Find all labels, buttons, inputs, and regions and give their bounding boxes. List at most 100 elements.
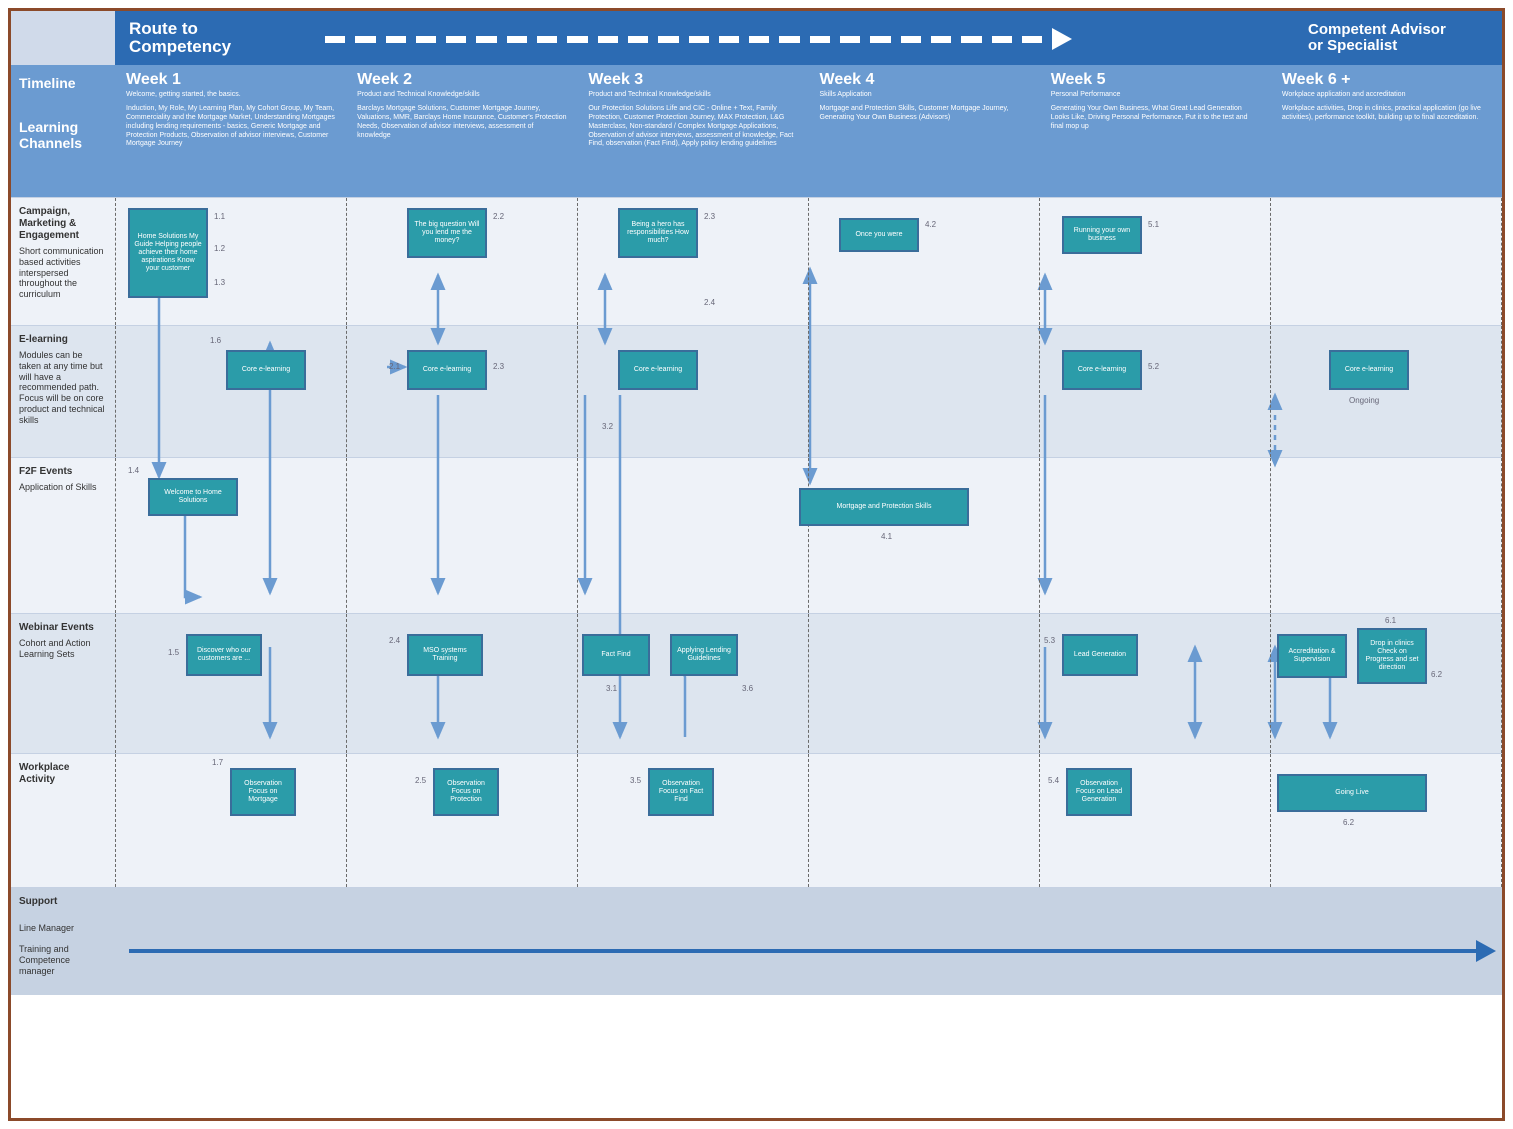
cell-w4-f2f: Mortgage and Protection Skills 4.1 bbox=[808, 458, 1039, 613]
n23: 2.3 bbox=[493, 362, 504, 371]
cell-w3-f2f bbox=[577, 458, 808, 613]
header-line1: Route to bbox=[129, 19, 198, 38]
cell-w1-wp: Observation Focus on Mortgage 1.7 bbox=[115, 754, 346, 887]
week-5-desc: Generating Your Own Business, What Great… bbox=[1051, 105, 1261, 131]
week-2-desc: Barclays Mortgage Solutions, Customer Mo… bbox=[357, 105, 567, 140]
cell-w3-web: Fact Find Applying Lending Guidelines 3.… bbox=[577, 614, 808, 753]
box-w1-wp: Observation Focus on Mortgage bbox=[230, 768, 296, 816]
box-w4-campaign: Once you were bbox=[839, 218, 919, 252]
lane-support-label: Support Line Manager Training and Compet… bbox=[11, 888, 115, 995]
week-6-desc: Workplace activities, Drop in clinics, p… bbox=[1282, 105, 1492, 123]
week-4-desc: Mortgage and Protection Skills, Customer… bbox=[820, 105, 1030, 123]
n13: 1.3 bbox=[214, 278, 225, 287]
box-w1-f2f: Welcome to Home Solutions bbox=[148, 478, 238, 516]
cell-w5-f2f bbox=[1039, 458, 1270, 613]
learning-roadmap-diagram: Route to Competency Competent Advisor or… bbox=[8, 8, 1505, 1121]
n17: 1.7 bbox=[212, 758, 223, 767]
week-6: Week 6 + Workplace application and accre… bbox=[1271, 65, 1502, 197]
lbl-timeline: Timeline bbox=[19, 75, 107, 91]
week-1-title: Week 1 bbox=[126, 71, 336, 89]
box-w5-elearn: Core e-learning bbox=[1062, 350, 1142, 390]
n22: 2.2 bbox=[493, 212, 504, 221]
week-1: Week 1 Welcome, getting started, the bas… bbox=[115, 65, 346, 197]
cell-w1-f2f: Welcome to Home Solutions 1.4 bbox=[115, 458, 346, 613]
cell-w1-campaign: Home Solutions My Guide Helping people a… bbox=[115, 198, 346, 325]
box-w2-elearn: Core e-learning bbox=[407, 350, 487, 390]
goal-line1: Competent Advisor bbox=[1308, 21, 1446, 38]
header-spacer bbox=[11, 11, 115, 65]
n41: 4.1 bbox=[881, 532, 892, 541]
header-line2: Competency bbox=[129, 37, 231, 56]
cell-w5-elearn: Core e-learning 5.2 bbox=[1039, 326, 1270, 457]
timeline-row: Timeline Learning Channels Week 1 Welcom… bbox=[11, 65, 1502, 197]
n15: 1.5 bbox=[168, 648, 179, 657]
cell-w5-web: Lead Generation 5.3 bbox=[1039, 614, 1270, 753]
week-4: Week 4 Skills Application Mortgage and P… bbox=[809, 65, 1040, 197]
lane-workplace-label: Workplace Activity bbox=[11, 754, 115, 887]
week-3-sub: Product and Technical Knowledge/skills bbox=[588, 91, 798, 99]
box-w3-wp: Observation Focus on Fact Find bbox=[648, 768, 714, 816]
ongoing: Ongoing bbox=[1349, 396, 1379, 405]
cell-w4-campaign: Once you were 4.2 bbox=[808, 198, 1039, 325]
lane-webinar-label: Webinar Events Cohort and Action Learnin… bbox=[11, 614, 115, 753]
n16: 1.6 bbox=[210, 336, 221, 345]
box-w6-web2: Drop in clinics Check on Progress and se… bbox=[1357, 628, 1427, 684]
box-w3-web1: Fact Find bbox=[582, 634, 650, 676]
cell-w6-web: Accreditation & Supervision Drop in clin… bbox=[1270, 614, 1502, 753]
week-1-sub: Welcome, getting started, the basics. bbox=[126, 91, 336, 99]
cell-w5-campaign: Running your own business 5.1 bbox=[1039, 198, 1270, 325]
cell-w2-web: MSO systems Training 2.4 bbox=[346, 614, 577, 753]
cell-w3-elearn: Core e-learning 3.2 bbox=[577, 326, 808, 457]
box-w3-web2: Applying Lending Guidelines bbox=[670, 634, 738, 676]
week-1-desc: Induction, My Role, My Learning Plan, My… bbox=[126, 105, 336, 149]
week-2-title: Week 2 bbox=[357, 71, 567, 89]
lane-workplace: Workplace Activity Observation Focus on … bbox=[11, 753, 1502, 887]
cell-w1-elearn: Core e-learning 1.6 bbox=[115, 326, 346, 457]
header-title: Route to Competency bbox=[115, 11, 1302, 65]
lane3-desc: Application of Skills bbox=[19, 482, 97, 492]
support3: Training and Competence manager bbox=[19, 944, 70, 976]
lane1-title: Campaign, Marketing & Engagement bbox=[19, 206, 107, 242]
header-goal: Competent Advisor or Specialist bbox=[1302, 11, 1502, 65]
n32: 3.2 bbox=[602, 422, 613, 431]
lane-elearn-label: E-learning Modules can be taken at any t… bbox=[11, 326, 115, 457]
progress-arrow bbox=[325, 35, 1072, 43]
cell-w6-elearn: Core e-learning Ongoing bbox=[1270, 326, 1502, 457]
support1: Support bbox=[19, 896, 107, 908]
week-4-sub: Skills Application bbox=[820, 91, 1030, 99]
n54: 5.4 bbox=[1048, 776, 1059, 785]
n11: 1.1 bbox=[214, 212, 225, 221]
week-4-title: Week 4 bbox=[820, 71, 1030, 89]
support-arrow bbox=[129, 949, 1482, 953]
box-w5-campaign: Running your own business bbox=[1062, 216, 1142, 254]
lane4-title: Webinar Events bbox=[19, 622, 107, 634]
n51: 5.1 bbox=[1148, 220, 1159, 229]
cell-w2-f2f bbox=[346, 458, 577, 613]
lane-campaign: Campaign, Marketing & Engagement Short c… bbox=[11, 197, 1502, 325]
n52: 5.2 bbox=[1148, 362, 1159, 371]
lbl-learning: Learning Channels bbox=[19, 119, 107, 151]
box-w1-campaign: Home Solutions My Guide Helping people a… bbox=[128, 208, 208, 298]
n25: 2.5 bbox=[415, 776, 426, 785]
cell-w3-campaign: Being a hero has responsibilities How mu… bbox=[577, 198, 808, 325]
box-w2-campaign: The big question Will you lend me the mo… bbox=[407, 208, 487, 258]
n24: 2.4 bbox=[389, 636, 400, 645]
box-w6-wp: Going Live bbox=[1277, 774, 1427, 812]
cell-w2-elearn: Core e-learning 2.1 2.3 bbox=[346, 326, 577, 457]
box-w6-web1: Accreditation & Supervision bbox=[1277, 634, 1347, 678]
week-3-title: Week 3 bbox=[588, 71, 798, 89]
n53: 5.3 bbox=[1044, 636, 1055, 645]
cell-w4-elearn bbox=[808, 326, 1039, 457]
lane-f2f: F2F Events Application of Skills Welcome… bbox=[11, 457, 1502, 613]
n63: 6.2 bbox=[1343, 818, 1354, 827]
cell-w1-web: Discover who our customers are ... 1.5 bbox=[115, 614, 346, 753]
lane-webinar: Webinar Events Cohort and Action Learnin… bbox=[11, 613, 1502, 753]
lane5-title: Workplace Activity bbox=[19, 762, 107, 786]
box-w1-web: Discover who our customers are ... bbox=[186, 634, 262, 676]
n61: 6.1 bbox=[1385, 616, 1396, 625]
lane3-title: F2F Events bbox=[19, 466, 107, 478]
cell-w2-wp: Observation Focus on Protection 2.5 bbox=[346, 754, 577, 887]
week-3-desc: Our Protection Solutions Life and CIC - … bbox=[588, 105, 798, 149]
box-w3-elearn: Core e-learning bbox=[618, 350, 698, 390]
n36: 3.6 bbox=[742, 684, 753, 693]
